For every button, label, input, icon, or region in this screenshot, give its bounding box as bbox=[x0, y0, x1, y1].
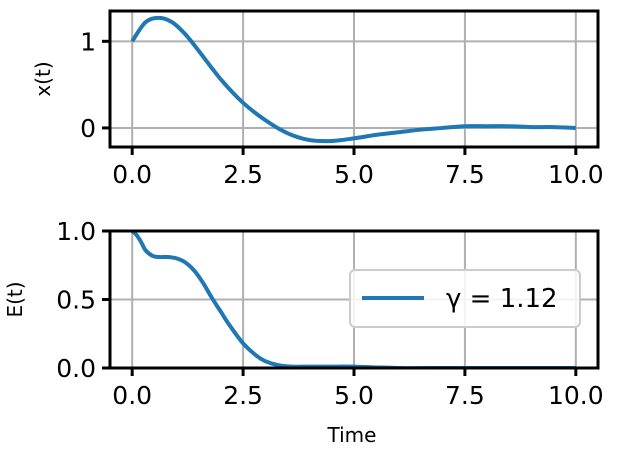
x-tick-label: 5.0 bbox=[334, 381, 374, 410]
x-tick-label: 2.5 bbox=[223, 381, 263, 410]
series-line bbox=[130, 15, 576, 144]
y-tick-label: 0.0 bbox=[56, 354, 96, 383]
x-tick-label: 0.0 bbox=[112, 160, 152, 189]
y-axis-label: E(t) bbox=[3, 281, 27, 317]
x-tick-label: 7.5 bbox=[445, 160, 485, 189]
x-tick-label: 7.5 bbox=[445, 381, 485, 410]
x-tick-label: 2.5 bbox=[223, 160, 263, 189]
legend: γ = 1.12 bbox=[349, 269, 581, 328]
y-tick-label: 1 bbox=[80, 27, 96, 56]
x-tick-label: 10.0 bbox=[548, 160, 604, 189]
position-panel: 0.0 2.5 5.0 7.5 10.0 0 1 x(t) bbox=[31, 9, 604, 189]
x-tick-label: 5.0 bbox=[334, 160, 374, 189]
y-tick-label: 1.0 bbox=[56, 217, 96, 246]
y-axis-label: x(t) bbox=[31, 61, 55, 96]
legend-box bbox=[349, 269, 581, 328]
x-tick-label: 0.0 bbox=[112, 381, 152, 410]
energy-panel: 0.0 2.5 5.0 7.5 10.0 0.0 0.5 1.0 E(t) Time γ = 1.1… bbox=[3, 217, 604, 447]
x-axis-label: Time bbox=[327, 423, 377, 447]
legend-label: γ = 1.12 bbox=[446, 284, 558, 314]
y-tick-label: 0.5 bbox=[56, 286, 96, 315]
y-tick-label: 0 bbox=[80, 114, 96, 143]
x-tick-label: 10.0 bbox=[548, 381, 604, 410]
